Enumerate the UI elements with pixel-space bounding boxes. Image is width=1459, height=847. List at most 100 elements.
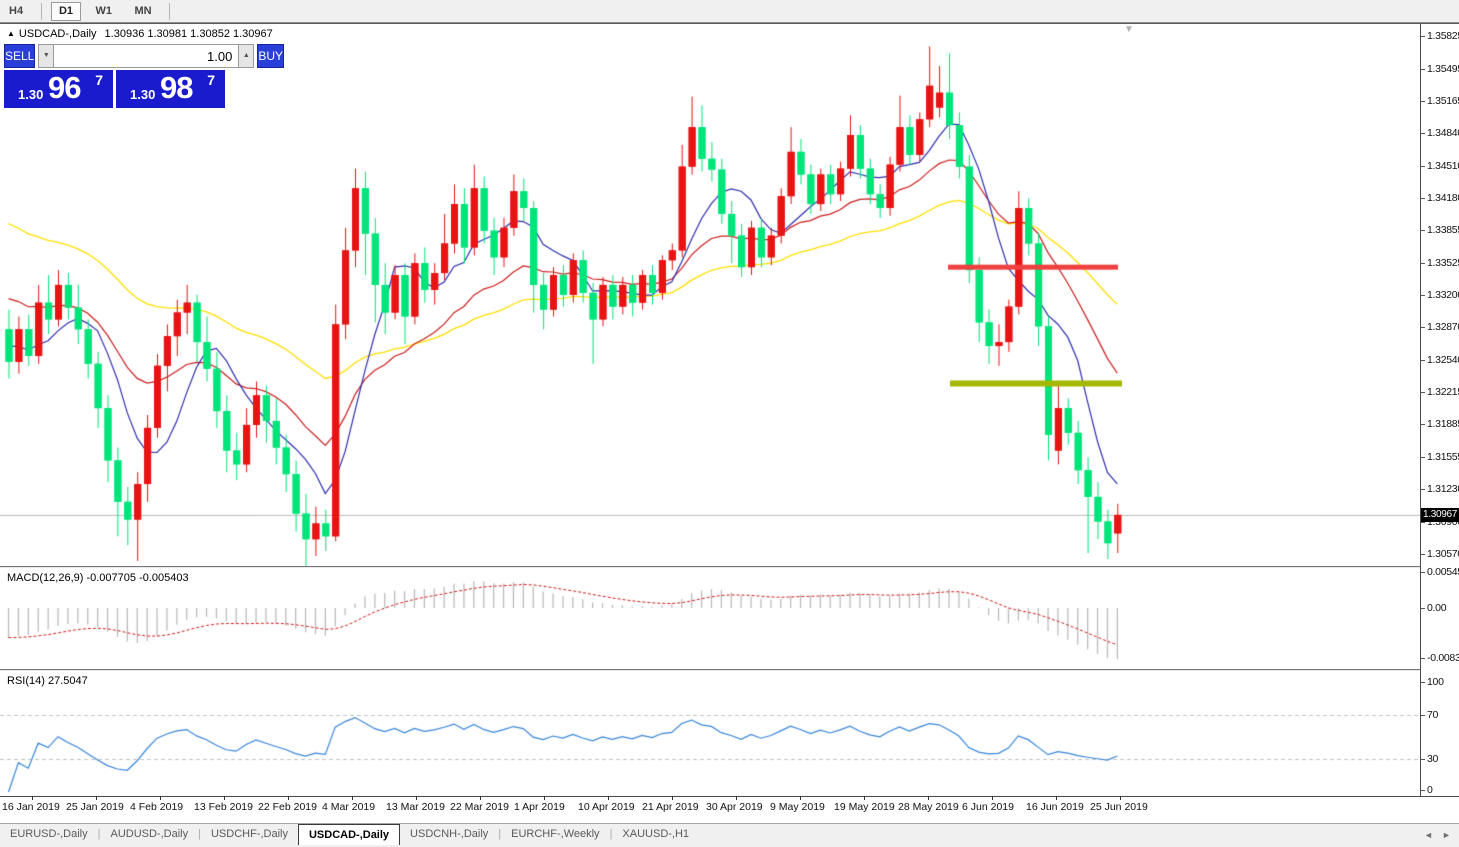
pane-splitter-rsi[interactable] — [0, 669, 1459, 671]
ohlc-values: 1.30936 1.30981 1.30852 1.30967 — [104, 28, 273, 40]
chart-tab-usdchf[interactable]: USDCHF-,Daily — [210, 828, 288, 840]
price-tick-label-tick — [1421, 327, 1425, 329]
rsi-scale-label-tick — [1421, 790, 1425, 791]
date-tick — [608, 796, 609, 800]
chart-tab-xauusd[interactable]: XAUUSD-,H1 — [622, 828, 690, 840]
rsi-scale-label: 30 — [1427, 753, 1439, 765]
price-axis[interactable]: 1.35825 1.35495 1.35165 1.34840 1.34510 1.341… — [1420, 24, 1459, 796]
pane-splitter-macd[interactable] — [0, 566, 1459, 568]
chart-title: ▲ USDCAD-,Daily 1.30936 1.30981 1.30852 1.… — [7, 28, 273, 40]
chart-frame-line — [0, 23, 1459, 24]
rsi-pane-canvas[interactable] — [0, 671, 1420, 795]
price-tick-label: 1.33855 — [1427, 224, 1459, 237]
date-tick — [1056, 796, 1057, 800]
buy-price-pips: 7 — [207, 72, 215, 88]
macd-scale-min: -0.0083332 — [1427, 652, 1459, 664]
date-label: 16 Jun 2019 — [1026, 801, 1084, 813]
buy-button[interactable]: BUY — [257, 44, 285, 68]
chart-tab-usdcad[interactable]: USDCAD-,Daily — [297, 824, 401, 845]
date-label: 10 Apr 2019 — [578, 801, 635, 813]
scroll-to-end-icon[interactable]: ▼ — [1124, 24, 1134, 35]
tab-separator: | — [609, 828, 613, 840]
price-tick-label-tick — [1421, 391, 1425, 393]
date-tick — [928, 796, 929, 800]
timeframe-h4-button[interactable]: H4 — [9, 5, 24, 17]
macd-pane-canvas[interactable] — [0, 568, 1420, 668]
chart-tab-usdcnh[interactable]: USDCNH-,Daily — [410, 828, 489, 840]
one-click-trading-panel: SELL ▼ ▲ BUY 1.30 96 7 1.30 98 7 — [4, 44, 285, 108]
date-tick — [992, 796, 993, 800]
macd-scale-zero-tick — [1421, 608, 1425, 609]
price-tick-label: 1.34840 — [1427, 127, 1459, 140]
chart-tab-audusd[interactable]: AUDUSD-,Daily — [110, 828, 189, 840]
tab-separator: | — [97, 828, 101, 840]
date-label: 22 Mar 2019 — [450, 801, 509, 813]
sell-price-pips: 7 — [95, 72, 103, 88]
toolbar-divider — [169, 3, 170, 20]
rsi-scale-label: 70 — [1427, 709, 1439, 721]
date-label: 28 May 2019 — [898, 801, 959, 813]
macd-scale-min-tick — [1421, 658, 1425, 659]
macd-scale-max-tick — [1421, 572, 1425, 573]
sell-price-big: 96 — [48, 70, 81, 105]
sell-price-prefix: 1.30 — [18, 87, 44, 102]
price-chart-canvas[interactable] — [0, 25, 1420, 566]
date-label: 25 Jan 2019 — [66, 801, 124, 813]
date-tick — [544, 796, 545, 800]
date-label: 22 Feb 2019 — [258, 801, 317, 813]
chart-tab-eurchf[interactable]: EURCHF-,Weekly — [511, 828, 600, 840]
rsi-label: RSI(14) 27.5047 — [7, 675, 88, 687]
time-axis-line — [0, 796, 1459, 797]
date-label: 21 Apr 2019 — [642, 801, 699, 813]
date-label: 6 Jun 2019 — [962, 801, 1014, 813]
volume-decrease-icon[interactable]: ▼ — [38, 44, 55, 68]
price-tick-label-tick — [1421, 101, 1425, 103]
macd-scale-max: 0.0054540 — [1427, 566, 1459, 578]
timeframe-toolbar: H4 D1 W1 MN — [0, 0, 1459, 23]
date-label: 4 Feb 2019 — [130, 801, 184, 813]
date-tick — [352, 796, 353, 800]
date-tick — [1120, 796, 1121, 800]
price-tick-label: 1.33525 — [1427, 256, 1459, 269]
price-tick-label: 1.35165 — [1427, 95, 1459, 108]
date-label: 13 Feb 2019 — [194, 801, 253, 813]
price-tick-label: 1.35825 — [1427, 30, 1459, 42]
price-tick-label-tick — [1421, 359, 1425, 361]
price-tick-label-tick — [1421, 262, 1425, 264]
tab-separator: | — [198, 828, 201, 840]
sell-button[interactable]: SELL — [4, 44, 36, 68]
last-price-tag: 1.30967 — [1421, 507, 1459, 522]
rsi-scale-label-tick — [1421, 759, 1425, 760]
date-tick — [736, 796, 737, 800]
tabs-scroll-right-icon[interactable]: ► — [1442, 830, 1451, 840]
timeframe-w1-button[interactable]: W1 — [95, 5, 112, 17]
tabs-scroll-left-icon[interactable]: ◄ — [1424, 830, 1433, 840]
date-label: 19 May 2019 — [834, 801, 895, 813]
collapse-panel-icon[interactable]: ▲ — [7, 29, 15, 38]
date-tick — [32, 796, 33, 800]
chart-tab-bar: ◄ ► EURUSD-,Daily | AUDUSD-,Daily | USDCHF-,… — [0, 823, 1459, 847]
date-label: 1 Apr 2019 — [514, 801, 565, 813]
rsi-scale-label-tick — [1421, 682, 1425, 683]
date-label: 13 Mar 2019 — [386, 801, 445, 813]
chart-tab-eurusd[interactable]: EURUSD-,Daily — [10, 828, 88, 840]
volume-input[interactable] — [54, 44, 239, 68]
price-tick-label-tick — [1421, 294, 1425, 296]
timeframe-mn-button[interactable]: MN — [134, 5, 152, 17]
time-axis[interactable]: 16 Jan 2019 25 Jan 2019 4 Feb 2019 13 Feb 2… — [0, 796, 1459, 823]
price-tick-label: 1.32870 — [1427, 321, 1459, 334]
date-tick — [864, 796, 865, 800]
date-label: 25 Jun 2019 — [1090, 801, 1148, 813]
sell-price-button[interactable]: 1.30 96 7 — [4, 70, 113, 108]
price-tick-label-tick — [1421, 521, 1425, 523]
timeframe-d1-button[interactable]: D1 — [50, 2, 82, 21]
volume-increase-icon[interactable]: ▲ — [238, 44, 255, 68]
tab-separator: | — [498, 828, 502, 840]
buy-price-button[interactable]: 1.30 98 7 — [116, 70, 225, 108]
price-tick-label-tick — [1421, 424, 1425, 426]
date-label: 9 May 2019 — [770, 801, 825, 813]
symbol-period-label: USDCAD-,Daily — [18, 28, 97, 40]
price-tick-label-tick — [1421, 198, 1425, 200]
